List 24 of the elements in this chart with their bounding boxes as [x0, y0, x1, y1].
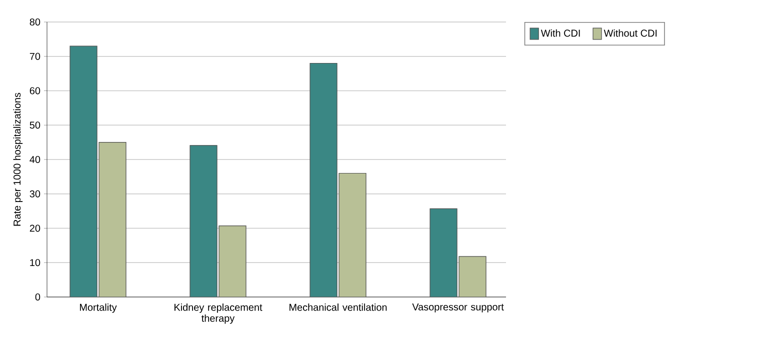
x-tick-label: Mortality [80, 304, 117, 313]
y-tick-label: 40 [30, 156, 40, 164]
x-tick-label: Mechanical ventilation [290, 304, 387, 311]
bar [70, 46, 98, 297]
y-tick-label: 10 [30, 259, 40, 266]
y-tick-label: 0 [35, 293, 40, 301]
bar [310, 62, 338, 297]
bar [218, 226, 246, 297]
y-tick-label: 30 [30, 190, 40, 198]
y-tick-label: 50 [30, 122, 40, 129]
y-tick-label: 20 [30, 224, 40, 232]
bar [338, 172, 366, 297]
y-tick-label: 70 [30, 52, 40, 60]
y-tick-label: 80 [30, 18, 40, 26]
bar [430, 208, 458, 297]
y-axis-title: Rate per 1000 hospitalizations [13, 92, 23, 226]
legend-label: Without CDI [604, 29, 657, 37]
bar [458, 256, 486, 297]
x-tick-label: Kidney replacement therapy [174, 304, 262, 324]
bar [190, 145, 218, 297]
legend-label: With CDI [540, 29, 580, 37]
bar [98, 142, 126, 297]
x-tick-label: Vasopressor support [412, 304, 504, 312]
y-tick-label: 60 [30, 87, 40, 94]
